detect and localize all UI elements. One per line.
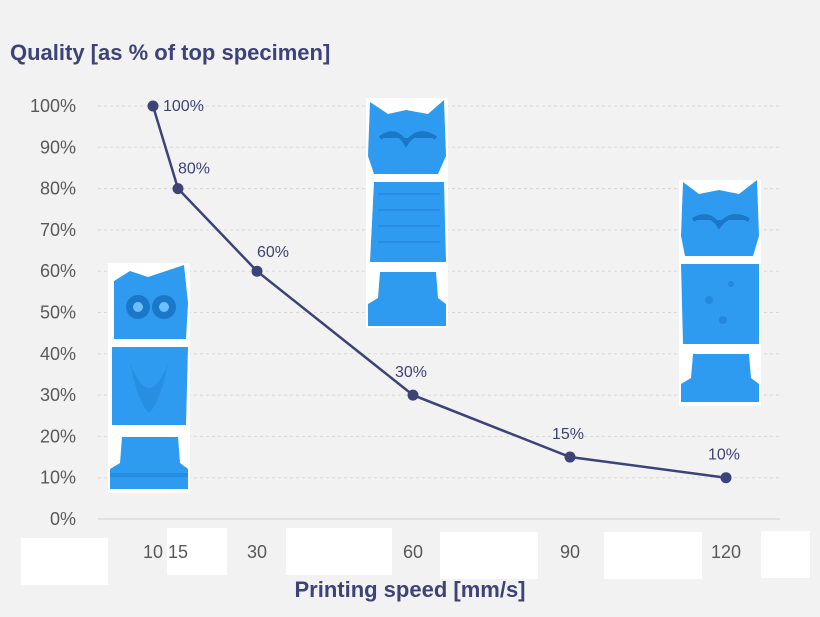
data-point [172,183,184,195]
data-points [147,100,732,484]
data-point [720,472,732,484]
x-tick-label: 10 [143,542,163,562]
y-tick-label: 50% [40,303,76,323]
data-point [147,100,159,112]
owl-print-slow-icon [108,263,190,493]
data-label: 10% [708,447,740,464]
y-tick-label: 60% [40,261,76,281]
data-label: 100% [163,98,204,115]
owl-print-fast-icon [679,180,761,406]
axis-mask-boxes [21,528,810,585]
y-tick-label: 70% [40,220,76,240]
data-label: 30% [395,364,427,381]
gridlines [98,105,780,520]
data-label: 80% [178,161,210,178]
data-point [564,451,576,463]
x-tick-labels: 10 15 30 60 90 120 [143,542,741,562]
data-label: 15% [552,426,584,443]
chart-title: Quality [as % of top specimen] [10,40,330,65]
x-tick-label: 30 [247,542,267,562]
x-tick-label: 15 [168,542,188,562]
y-tick-label: 10% [40,468,76,488]
y-tick-label: 40% [40,344,76,364]
y-tick-label: 30% [40,385,76,405]
series-line [151,105,727,479]
y-tick-label: 80% [40,179,76,199]
x-tick-label: 120 [711,542,741,562]
x-axis-label: Printing speed [mm/s] [294,577,525,602]
x-tick-label: 60 [403,542,423,562]
data-labels: 100% 80% 60% 30% 15% 10% [163,98,740,464]
x-tick-label: 90 [560,542,580,562]
y-tick-label: 0% [50,509,76,529]
data-label: 60% [257,244,289,261]
data-point [407,389,419,401]
y-tick-label: 100% [30,96,76,116]
owl-print-medium-icon [366,98,448,328]
series-polyline [151,105,727,479]
y-tick-label: 20% [40,426,76,446]
y-tick-labels: 0% 10% 20% 30% 40% 50% 60% 70% 80% 90% 100% [30,96,76,529]
data-point [251,265,263,277]
y-tick-label: 90% [40,137,76,157]
